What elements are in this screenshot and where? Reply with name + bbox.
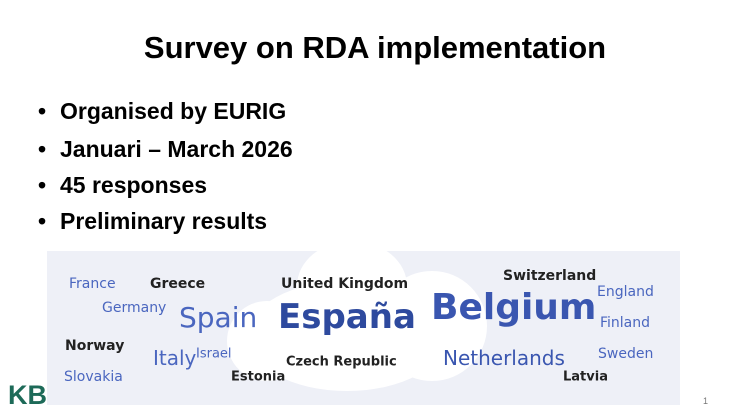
word: France bbox=[69, 276, 116, 292]
word: Norway bbox=[65, 338, 125, 354]
bullet: • 45 responses bbox=[38, 172, 208, 198]
bullet: • Januari – March 2026 bbox=[38, 136, 293, 162]
bullet: • Organised by EURIG bbox=[38, 98, 287, 124]
bullet-text: Januari – March 2026 bbox=[60, 136, 293, 162]
word: Switzerland bbox=[503, 268, 597, 284]
logo: KB bbox=[8, 380, 47, 410]
word: United Kingdom bbox=[281, 276, 409, 292]
word: Latvia bbox=[563, 369, 608, 385]
word: Slovakia bbox=[64, 369, 123, 385]
word: Spain bbox=[179, 301, 258, 334]
word: Czech Republic bbox=[286, 354, 397, 370]
title: Survey on RDA implementation bbox=[143, 30, 607, 65]
word: Finland bbox=[600, 315, 651, 331]
cloud-shape bbox=[377, 271, 487, 381]
word: Estonia bbox=[231, 369, 286, 385]
word: Sweden bbox=[598, 346, 654, 362]
word: España bbox=[278, 297, 416, 337]
bullet: • Preliminary results bbox=[38, 208, 268, 234]
cloud-shape bbox=[227, 301, 307, 381]
bullet-text: 45 responses bbox=[60, 172, 208, 198]
word: England bbox=[597, 284, 654, 300]
bullet-text: Organised by EURIG bbox=[60, 98, 287, 124]
page-number: 1 bbox=[703, 396, 709, 406]
word: Italy bbox=[153, 346, 197, 370]
word: Netherlands bbox=[443, 346, 565, 370]
bullet-text: Preliminary results bbox=[60, 208, 268, 234]
word: Belgium bbox=[431, 287, 597, 328]
word: Greece bbox=[150, 276, 206, 292]
word-cloud bbox=[47, 251, 680, 405]
word: Israel bbox=[196, 346, 232, 362]
word: Germany bbox=[102, 300, 167, 316]
